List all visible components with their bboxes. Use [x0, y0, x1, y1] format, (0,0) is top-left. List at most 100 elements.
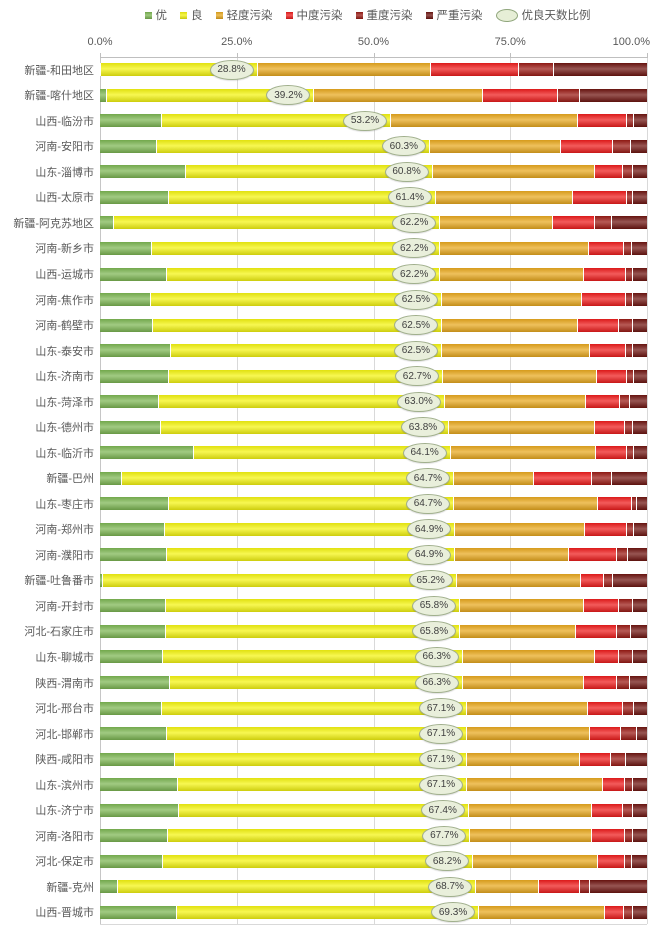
segment-good [176, 905, 480, 919]
segment-moderate_pollution [580, 573, 604, 587]
gridline-25 [236, 58, 238, 924]
category-label: 河北-保定市 [35, 856, 94, 869]
segment-moderate_pollution [583, 267, 626, 281]
plot-area: 新疆-和田地区 新疆-喀什地区 山西-临汾市 河南-安阳市 山东-淄博市 山西-太原市 新疆… [0, 53, 663, 925]
segment-moderate_pollution [592, 803, 624, 817]
stacked-bar [100, 190, 647, 204]
segment-moderate_pollution [604, 905, 624, 919]
segment-light_pollution [444, 395, 586, 409]
bar-row: 64.7% [100, 466, 647, 492]
segment-moderate_pollution [573, 190, 628, 204]
segment-light_pollution [441, 344, 590, 358]
segment-heavy_pollution [627, 190, 633, 204]
segment-light_pollution [479, 905, 605, 919]
bar-row: 67.1% [100, 746, 647, 772]
ratio-bubble: 67.1% [419, 723, 464, 744]
segment-moderate_pollution [482, 88, 559, 102]
segment-moderate_pollution [598, 497, 632, 511]
legend-item-moderate_pollution: 中度污染 [285, 7, 343, 23]
segment-light_pollution [470, 829, 593, 843]
segment-moderate_pollution [584, 676, 618, 690]
ratio-bubble: 67.7% [422, 825, 467, 846]
gridline-50 [373, 58, 375, 924]
bar-row: 64.9% [100, 542, 647, 568]
category-label: 山西-太原市 [35, 192, 94, 205]
bar-row: 62.5% [100, 287, 647, 313]
ratio-bubble: 62.2% [392, 238, 437, 259]
category-label: 河南-濮阳市 [35, 549, 94, 562]
segment-good [151, 241, 441, 255]
stacked-bar [100, 446, 647, 460]
ratio-bubble: 66.3% [414, 672, 459, 693]
segment-good [194, 446, 451, 460]
segment-heavy_pollution [618, 318, 634, 332]
segment-severe_pollution [636, 727, 647, 741]
category-label: 河南-焦作市 [35, 294, 94, 307]
ratio-bubble: 67.1% [419, 774, 464, 795]
segment-good [121, 471, 454, 485]
segment-severe_pollution [632, 778, 647, 792]
bar-row: 61.4% [100, 185, 647, 211]
segment-good [157, 139, 430, 153]
segment-light_pollution [432, 165, 596, 179]
segment-heavy_pollution [624, 905, 633, 919]
ratio-bubble: 65.8% [411, 621, 456, 642]
bar-row: 65.8% [100, 593, 647, 619]
bar-row: 62.2% [100, 236, 647, 262]
legend-label: 良 [191, 10, 203, 22]
ratio-bubble: 60.8% [384, 161, 429, 182]
category-label: 新疆-和田地区 [24, 64, 94, 77]
segment-light_pollution [440, 241, 589, 255]
segment-excellent [100, 905, 177, 919]
segment-excellent [100, 293, 151, 307]
stacked-bar [100, 650, 647, 664]
x-axis-labels: 0.0% 25.0% 50.0% 75.0% 100.0% [0, 36, 663, 50]
ratio-bubble: 62.5% [393, 289, 438, 310]
bar-row: 62.5% [100, 312, 647, 338]
segment-heavy_pollution [624, 854, 633, 868]
segment-severe_pollution [633, 701, 647, 715]
category-label: 河北-石家庄市 [24, 626, 94, 639]
legend-item-ratio: 优良天数比例 [495, 7, 591, 23]
axis-tick [236, 53, 238, 58]
segment-moderate_pollution [588, 701, 624, 715]
stacked-bar [100, 344, 647, 358]
segment-excellent [100, 573, 103, 587]
ratio-bubble: 64.1% [402, 442, 447, 463]
segment-moderate_pollution [595, 420, 625, 434]
segment-moderate_pollution [577, 318, 619, 332]
stacked-bar [100, 829, 647, 843]
legend-item-severe_pollution: 严重污染 [425, 7, 483, 23]
segment-light_pollution [453, 471, 534, 485]
category-label: 新疆-克州 [46, 881, 94, 894]
segment-severe_pollution [633, 803, 647, 817]
category-label: 山东-滨州市 [35, 779, 94, 792]
segment-heavy_pollution [626, 522, 635, 536]
stacked-bar [100, 318, 647, 332]
ratio-bubble: 60.3% [381, 136, 426, 157]
segment-heavy_pollution [518, 63, 554, 77]
bar-row: 64.7% [100, 491, 647, 517]
segment-severe_pollution [630, 676, 647, 690]
category-label: 山东-德州市 [35, 422, 94, 435]
segment-excellent [100, 190, 170, 204]
segment-severe_pollution [633, 267, 647, 281]
segment-severe_pollution [632, 420, 647, 434]
ratio-bubble: 64.9% [407, 519, 451, 540]
bar-row: 62.5% [100, 338, 647, 364]
category-label: 山东-淄博市 [35, 166, 94, 179]
segment-moderate_pollution [589, 344, 626, 358]
category-label: 山西-临汾市 [35, 115, 94, 128]
segment-moderate_pollution [595, 446, 627, 460]
segment-heavy_pollution [624, 420, 633, 434]
segment-heavy_pollution [613, 139, 632, 153]
segment-light_pollution [390, 114, 578, 128]
segment-heavy_pollution [619, 650, 633, 664]
ratio-bubble: 65.8% [411, 595, 456, 616]
bar-row: 63.0% [100, 389, 647, 415]
segment-severe_pollution [590, 880, 647, 894]
bar-row: 53.2% [100, 108, 647, 134]
ratio-bubble: 61.4% [387, 187, 432, 208]
legend-label: 严重污染 [436, 10, 483, 22]
